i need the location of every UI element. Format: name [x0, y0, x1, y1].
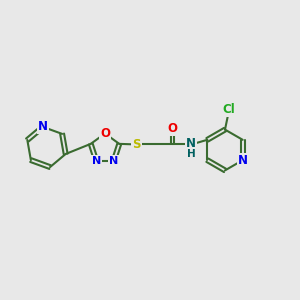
Text: S: S	[132, 138, 141, 151]
Text: H: H	[187, 149, 196, 159]
Text: N: N	[38, 120, 48, 134]
Text: O: O	[100, 127, 110, 140]
Text: N: N	[92, 156, 101, 166]
Text: N: N	[186, 137, 196, 150]
Text: N: N	[238, 154, 248, 167]
Text: Cl: Cl	[222, 103, 235, 116]
Text: O: O	[168, 122, 178, 135]
Text: N: N	[109, 156, 119, 166]
